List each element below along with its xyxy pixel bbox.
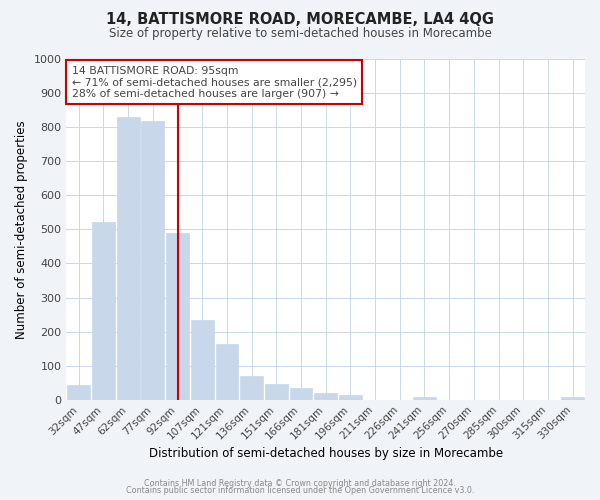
Text: 14 BATTISMORE ROAD: 95sqm
← 71% of semi-detached houses are smaller (2,295)
28% : 14 BATTISMORE ROAD: 95sqm ← 71% of semi-… bbox=[71, 66, 357, 99]
Text: Contains public sector information licensed under the Open Government Licence v3: Contains public sector information licen… bbox=[126, 486, 474, 495]
Bar bbox=[339, 395, 362, 400]
Bar bbox=[240, 376, 263, 400]
Text: Size of property relative to semi-detached houses in Morecambe: Size of property relative to semi-detach… bbox=[109, 28, 491, 40]
Y-axis label: Number of semi-detached properties: Number of semi-detached properties bbox=[15, 120, 28, 338]
Bar bbox=[142, 121, 164, 400]
X-axis label: Distribution of semi-detached houses by size in Morecambe: Distribution of semi-detached houses by … bbox=[149, 447, 503, 460]
Bar bbox=[92, 222, 115, 400]
Bar bbox=[117, 117, 140, 400]
Bar bbox=[67, 386, 90, 400]
Bar bbox=[413, 396, 436, 400]
Bar bbox=[215, 344, 238, 400]
Bar bbox=[166, 233, 189, 400]
Bar bbox=[561, 397, 584, 400]
Text: Contains HM Land Registry data © Crown copyright and database right 2024.: Contains HM Land Registry data © Crown c… bbox=[144, 478, 456, 488]
Bar bbox=[265, 384, 287, 400]
Bar bbox=[314, 394, 337, 400]
Text: 14, BATTISMORE ROAD, MORECAMBE, LA4 4QG: 14, BATTISMORE ROAD, MORECAMBE, LA4 4QG bbox=[106, 12, 494, 28]
Bar bbox=[191, 320, 214, 400]
Bar bbox=[290, 388, 313, 400]
